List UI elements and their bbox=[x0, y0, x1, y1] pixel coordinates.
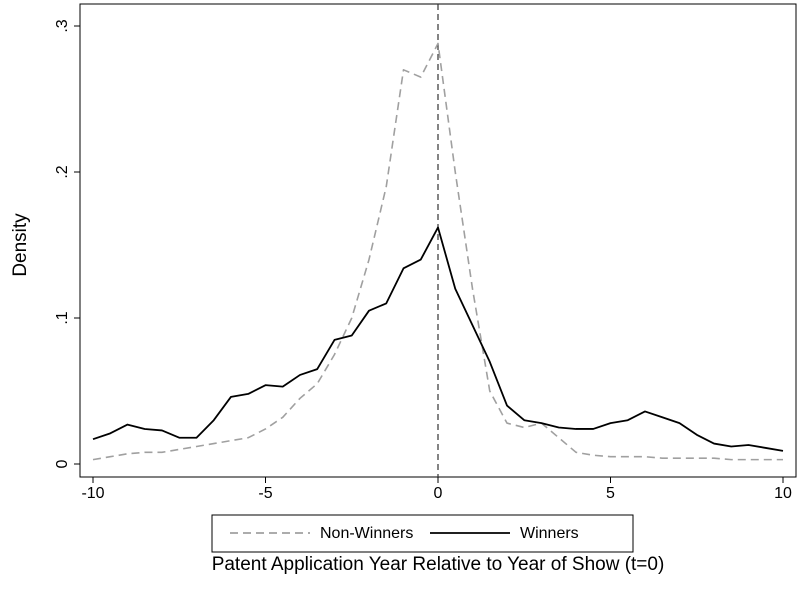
y-tick-label: 0 bbox=[54, 459, 71, 468]
y-tick-label: .2 bbox=[54, 165, 71, 178]
y-tick-label: .3 bbox=[54, 19, 71, 32]
y-axis-title: Density bbox=[10, 213, 31, 277]
x-axis-title: Patent Application Year Relative to Year… bbox=[212, 554, 665, 575]
series-line bbox=[92, 226, 784, 452]
x-tick-label: -5 bbox=[258, 485, 272, 502]
x-tick-label: 0 bbox=[434, 485, 443, 502]
y-tick-label: .1 bbox=[54, 311, 71, 324]
x-tick-label: -10 bbox=[81, 485, 104, 502]
legend-label: Winners bbox=[520, 525, 579, 542]
legend-label: Non-Winners bbox=[320, 525, 413, 542]
series-line bbox=[92, 42, 783, 461]
x-tick-label: 5 bbox=[606, 485, 615, 502]
x-tick-label: 10 bbox=[774, 485, 792, 502]
